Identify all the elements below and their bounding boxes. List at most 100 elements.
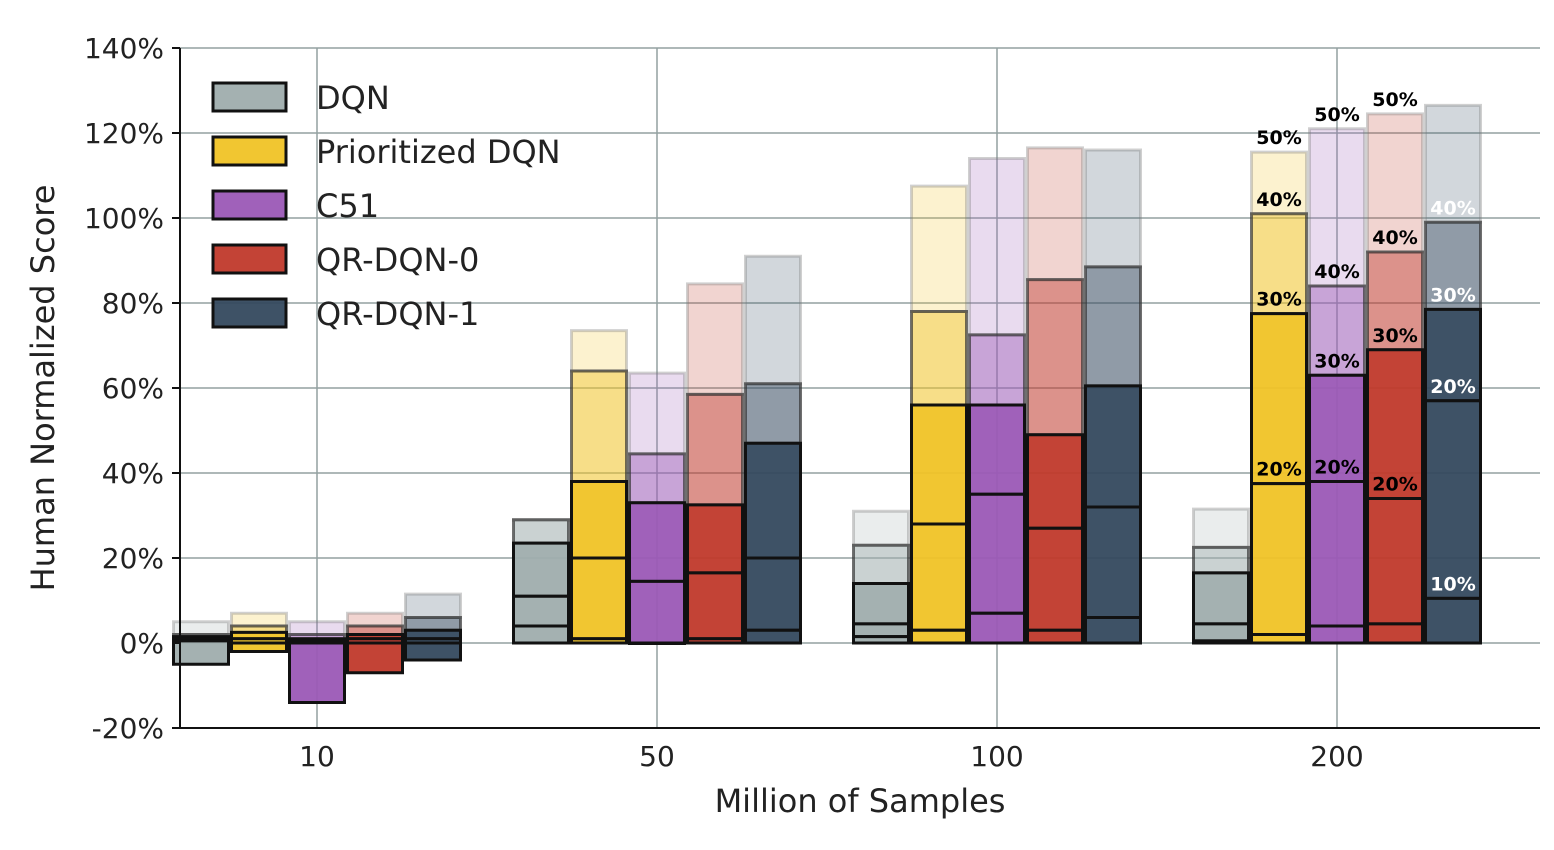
bar-segment-qr-dqn-0-100-p5 <box>1026 146 1084 282</box>
bar-segment-qr-dqn-1-50-p3 <box>744 441 802 560</box>
percentile-label-c51-30: 30% <box>1314 350 1359 372</box>
bar-segment-qr-dqn-0-10-p5 <box>346 611 404 628</box>
x-tick-label: 10 <box>299 740 335 773</box>
x-tick-label: 200 <box>1310 740 1363 773</box>
bar-segment-c51-10-p5 <box>288 620 346 636</box>
bar-segment-dqn-50-p1 <box>512 624 570 645</box>
bar-segment-qr-dqn-1-100-p2 <box>1084 505 1142 619</box>
y-tick-label: 20% <box>102 542 164 575</box>
bar-segment-c51-200-p3 <box>1308 373 1366 483</box>
bar-segment-prioritized-dqn-50-p5 <box>570 329 628 373</box>
x-tick-label: 100 <box>970 740 1023 773</box>
bar-segment-qr-dqn-1-200-p3 <box>1424 307 1482 403</box>
y-tick-labels: -20% 0% 20% 40% 60% 80% 100% 120% 140% <box>84 32 180 745</box>
percentile-label-prioritized-dqn-50: 50% <box>1256 127 1301 149</box>
y-tick-label: -20% <box>92 712 164 745</box>
bar-segment-c51-100-p3 <box>968 403 1026 496</box>
legend-label: DQN <box>316 79 390 117</box>
legend-label: QR-DQN-0 <box>316 241 479 279</box>
bar-segment-dqn-100-p3 <box>852 582 910 626</box>
bar-segment-c51-100-p2 <box>968 492 1026 615</box>
bar-segment-prioritized-dqn-200-p3 <box>1250 312 1308 486</box>
y-tick-label: 140% <box>84 32 164 65</box>
y-tick-label: 40% <box>102 457 164 490</box>
bar-segment-prioritized-dqn-100-p1 <box>910 628 968 645</box>
bar-segment-prioritized-dqn-200-p1 <box>1250 633 1308 645</box>
bar-segment-c51-50-p4 <box>628 452 686 505</box>
bar-segment-qr-dqn-0-50-p4 <box>686 392 744 507</box>
percentile-label-qr-dqn-0-30: 30% <box>1372 325 1417 347</box>
bar-segment-prioritized-dqn-50-p2 <box>570 556 628 641</box>
bar-segment-c51-200-p5 <box>1308 127 1366 288</box>
bar-segment-prioritized-dqn-100-p3 <box>910 403 968 526</box>
percentile-label-qr-dqn-0-50: 50% <box>1372 89 1417 111</box>
percentile-label-prioritized-dqn-40: 40% <box>1256 189 1301 211</box>
bar-segment-qr-dqn-0-50-p2 <box>686 571 744 641</box>
bar-segment-qr-dqn-1-200-p5 <box>1424 103 1482 224</box>
bar-segment-prioritized-dqn-200-p5 <box>1250 150 1308 216</box>
bar-segment-c51-100-p1 <box>968 611 1026 645</box>
x-tick-label: 50 <box>639 740 675 773</box>
bar-segment-dqn-50-p4 <box>512 518 570 545</box>
legend-swatch <box>211 297 288 329</box>
y-tick-label: 60% <box>102 372 164 405</box>
bar-segment-qr-dqn-1-200-p4 <box>1424 220 1482 311</box>
bar-segment-c51-50-p5 <box>628 371 686 456</box>
bar-segment-c51-200-p2 <box>1308 480 1366 628</box>
bar-segment-prioritized-dqn-100-p4 <box>910 310 968 407</box>
bar-segment-qr-dqn-1-100-p4 <box>1084 265 1142 388</box>
bar-segment-qr-dqn-1-50-p1 <box>744 628 802 645</box>
bar-segment-prioritized-dqn-100-p5 <box>910 184 968 313</box>
percentile-label-qr-dqn-0-20: 20% <box>1372 474 1417 496</box>
percentile-label-qr-dqn-1-30: 30% <box>1430 284 1475 306</box>
percentile-labels: 20% 30% 40% 50% 20% 30% 40% 50% 20% 30% 40% 50% 10% 2… <box>1256 80 1475 595</box>
bar-segment-dqn-50-p2 <box>512 594 570 628</box>
x-tick-labels: 10 50 100 200 <box>299 740 1364 773</box>
bar-segment-dqn-10-p1 <box>172 639 230 666</box>
bar-segment-c51-50-p1 <box>628 641 686 645</box>
bar-segment-dqn-200-p3 <box>1192 571 1250 626</box>
y-tick-label: 100% <box>84 202 164 235</box>
bar-segment-dqn-200-p4 <box>1192 545 1250 575</box>
bar-segment-dqn-200-p5 <box>1192 507 1250 549</box>
grid-lines <box>180 47 1540 728</box>
percentile-label-qr-dqn-1-50: 50% <box>1430 80 1475 102</box>
legend-swatch <box>211 189 288 221</box>
bar-segment-qr-dqn-0-50-p5 <box>686 282 744 396</box>
bar-segment-qr-dqn-0-200-p3 <box>1366 348 1424 500</box>
percentile-label-qr-dqn-1-40: 40% <box>1430 197 1475 219</box>
bar-segment-prioritized-dqn-10-p1 <box>230 641 288 653</box>
percentile-label-qr-dqn-0-40: 40% <box>1372 227 1417 249</box>
bar-segment-qr-dqn-0-100-p4 <box>1026 278 1084 437</box>
bar-segment-qr-dqn-1-50-p2 <box>744 556 802 632</box>
percentile-label-qr-dqn-1-20: 20% <box>1430 376 1475 398</box>
bar-segment-dqn-100-p4 <box>852 543 910 585</box>
y-tick-label: 120% <box>84 117 164 150</box>
y-axis-title: Human Normalized Score <box>24 185 62 592</box>
bar-segment-qr-dqn-1-10-p4 <box>404 616 462 632</box>
bar-segment-qr-dqn-0-100-p2 <box>1026 526 1084 632</box>
bar-segment-qr-dqn-0-100-p1 <box>1026 628 1084 645</box>
bar-segment-c51-100-p4 <box>968 333 1026 407</box>
bar-segment-prioritized-dqn-50-p4 <box>570 369 628 483</box>
bar-segment-prioritized-dqn-200-p2 <box>1250 482 1308 636</box>
bar-segment-c51-50-p3 <box>628 501 686 583</box>
bar-segment-qr-dqn-1-100-p1 <box>1084 616 1142 645</box>
legend-swatch <box>211 243 288 275</box>
bar-segment-qr-dqn-0-50-p3 <box>686 503 744 575</box>
bar-segment-prioritized-dqn-10-p5 <box>230 611 288 628</box>
bar-segment-prioritized-dqn-50-p3 <box>570 480 628 560</box>
bar-segment-qr-dqn-1-50-p5 <box>744 254 802 386</box>
bar-segment-qr-dqn-1-50-p4 <box>744 382 802 445</box>
bar-segment-qr-dqn-0-200-p2 <box>1366 497 1424 626</box>
legend-label: C51 <box>316 187 379 225</box>
bars <box>172 103 1482 704</box>
bar-segment-prioritized-dqn-50-p1 <box>570 637 628 645</box>
bar-segment-prioritized-dqn-100-p2 <box>910 522 968 632</box>
legend-swatch <box>211 81 288 113</box>
bar-segment-c51-50-p2 <box>628 579 686 645</box>
legend: DQN Prioritized DQN C51 QR-DQN-0 QR-DQN-1 <box>211 79 561 333</box>
percentile-label-c51-40: 40% <box>1314 261 1359 283</box>
bar-segment-dqn-50-p3 <box>512 541 570 598</box>
